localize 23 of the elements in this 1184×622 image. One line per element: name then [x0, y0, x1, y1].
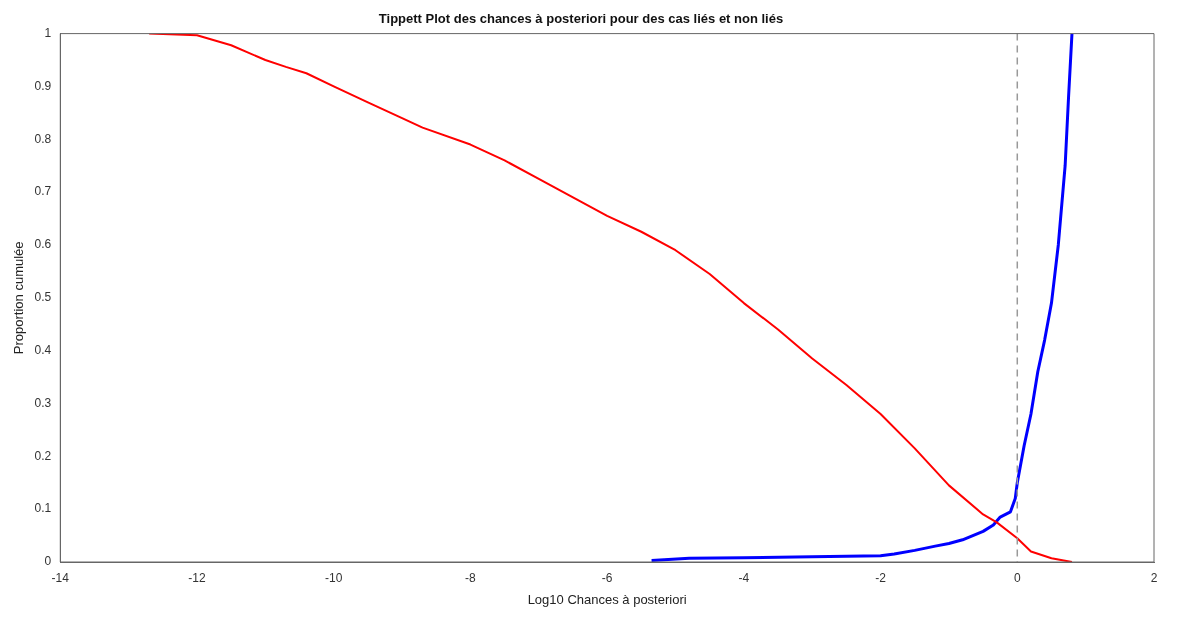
- y-tick-label: 0.1: [34, 501, 52, 516]
- y-axis-title: Proportion cumulée: [11, 241, 27, 355]
- chart-title: Tippett Plot des chances à posteriori pour des cas liés et non liés: [378, 11, 784, 27]
- y-tick-label: 0.5: [34, 290, 52, 305]
- x-tick-label: -6: [601, 570, 613, 585]
- x-tick-label: -4: [738, 570, 750, 585]
- y-tick-label: 0.7: [34, 184, 52, 199]
- x-tick-label: -10: [325, 570, 343, 585]
- y-tick-label: 1: [44, 25, 52, 40]
- x-tick-label: -2: [875, 570, 887, 585]
- y-tick-label: 0.2: [34, 448, 52, 463]
- x-tick-label: -8: [465, 570, 477, 585]
- x-tick-label: 2: [1150, 570, 1158, 585]
- x-tick-label: -14: [51, 570, 70, 585]
- x-tick-label: 0: [1013, 570, 1021, 585]
- y-tick-label: 0.9: [34, 78, 52, 93]
- y-tick-label: 0.3: [34, 395, 52, 410]
- y-tick-label: 0.4: [34, 342, 52, 357]
- y-tick-label: 0.6: [34, 237, 52, 252]
- x-tick-label: -12: [188, 570, 206, 585]
- y-tick-label: 0.8: [34, 131, 52, 146]
- x-axis-title: Log10 Chances à posteriori: [527, 591, 687, 607]
- y-tick-label: 0: [44, 554, 52, 569]
